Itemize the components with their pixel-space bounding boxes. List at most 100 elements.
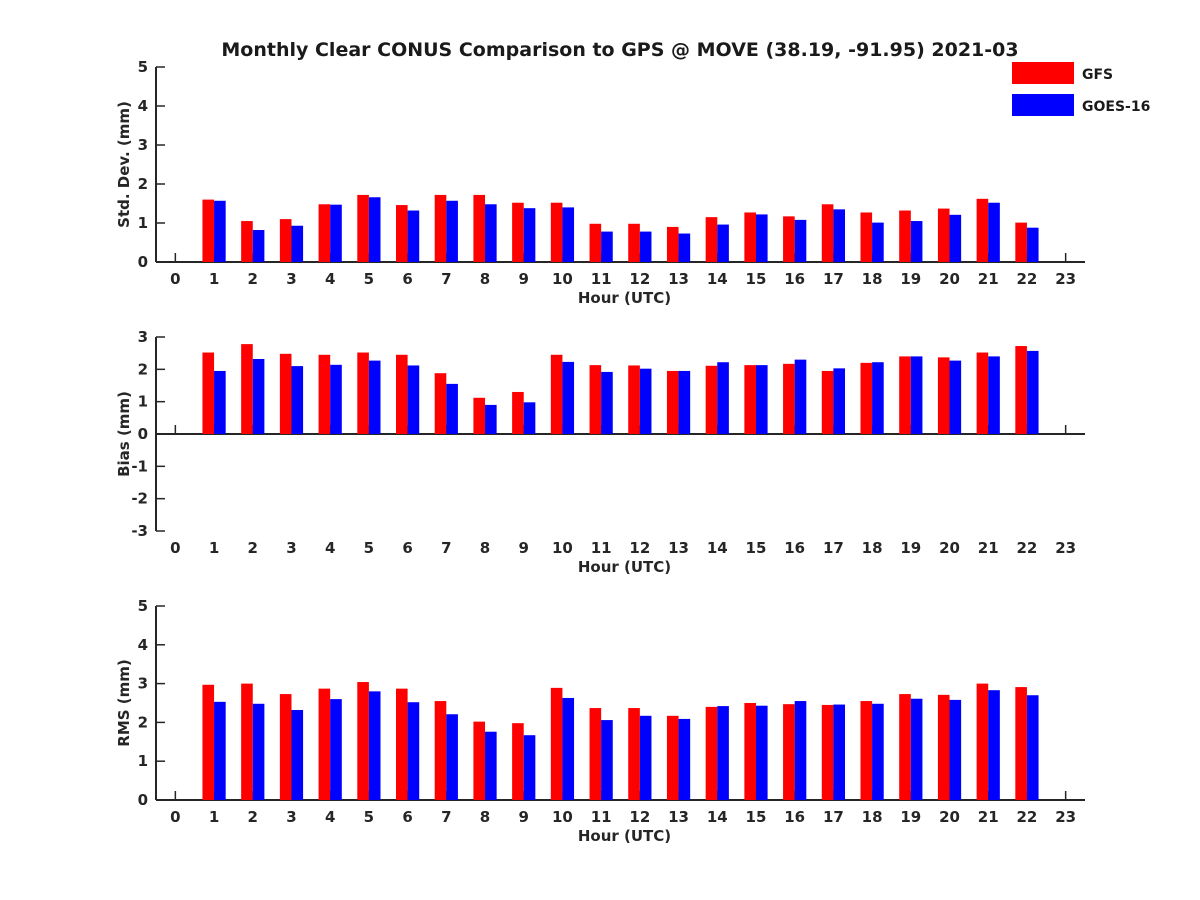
bias-y-tick-label: 1 bbox=[138, 393, 148, 411]
bias-bar-goes-16 bbox=[252, 358, 265, 434]
rms-x-tick-label: 12 bbox=[629, 808, 650, 826]
bias-x-tick-label: 7 bbox=[441, 539, 451, 557]
bias-bar-gfs bbox=[628, 365, 640, 434]
std-dev-bar-goes-16 bbox=[368, 197, 381, 262]
bias-bar-goes-16 bbox=[368, 360, 381, 434]
legend-label-goes-16: GOES-16 bbox=[1082, 99, 1150, 115]
rms-bars bbox=[202, 682, 1039, 800]
bias-x-tick-label: 2 bbox=[248, 539, 258, 557]
rms-bar-gfs bbox=[434, 701, 447, 800]
bias-x-tick-label: 18 bbox=[862, 539, 883, 557]
std-dev-bar-gfs bbox=[241, 221, 253, 262]
std-dev-x-tick-label: 20 bbox=[939, 270, 960, 288]
rms-bar-gfs bbox=[628, 708, 640, 800]
bias-y-tick-label: 0 bbox=[138, 425, 148, 443]
std-dev-bar-gfs bbox=[705, 217, 718, 262]
bias-x-tick-label: 10 bbox=[552, 539, 573, 557]
bias-x-tick-label: 13 bbox=[668, 539, 689, 557]
std-dev-y-tick-label: 5 bbox=[138, 58, 148, 76]
std-dev-bar-gfs bbox=[744, 212, 756, 262]
bias-bar-gfs bbox=[473, 397, 486, 434]
bias-bar-goes-16 bbox=[214, 370, 226, 434]
std-dev-x-tick-label: 0 bbox=[170, 270, 180, 288]
std-dev-x-tick-label: 7 bbox=[441, 270, 451, 288]
legend-swatch-goes-16 bbox=[1012, 94, 1074, 116]
rms-x-tick-label: 20 bbox=[939, 808, 960, 826]
rms-bar-gfs bbox=[241, 683, 253, 800]
bias-x-tick-label: 9 bbox=[519, 539, 529, 557]
std-dev-bar-gfs bbox=[202, 199, 215, 262]
bias-x-axis-label: Hour (UTC) bbox=[578, 558, 671, 576]
bias-bar-goes-16 bbox=[833, 368, 846, 434]
rms-bar-gfs bbox=[589, 708, 602, 800]
rms-bar-gfs bbox=[937, 694, 950, 800]
bias-bar-goes-16 bbox=[910, 356, 923, 434]
rms-x-tick-label: 21 bbox=[978, 808, 999, 826]
rms-x-tick-label: 22 bbox=[1017, 808, 1038, 826]
bias-x-tick-label: 15 bbox=[746, 539, 767, 557]
std-dev-bar-goes-16 bbox=[601, 231, 613, 262]
std-dev-bar-goes-16 bbox=[794, 219, 807, 262]
std-dev-x-tick-label: 23 bbox=[1055, 270, 1076, 288]
std-dev-bar-goes-16 bbox=[755, 214, 768, 262]
std-dev-bar-goes-16 bbox=[214, 200, 226, 262]
bias-y-tick-label: 3 bbox=[138, 328, 148, 346]
std-dev-bar-gfs bbox=[937, 208, 950, 262]
std-dev-x-tick-label: 4 bbox=[325, 270, 335, 288]
rms-bar-goes-16 bbox=[368, 691, 381, 800]
bias-bar-gfs bbox=[899, 356, 911, 434]
bias-x-tick-label: 22 bbox=[1017, 539, 1038, 557]
std-dev-bar-goes-16 bbox=[717, 224, 729, 262]
rms-x-tick-label: 17 bbox=[823, 808, 844, 826]
rms-x-tick-label: 9 bbox=[519, 808, 529, 826]
std-dev-bar-goes-16 bbox=[523, 208, 536, 262]
bias-bar-gfs bbox=[202, 352, 215, 434]
bias-bar-gfs bbox=[821, 370, 834, 434]
rms-bar-gfs bbox=[821, 704, 834, 800]
bias-y-tick-label: -2 bbox=[131, 490, 148, 508]
bias-y-tick-label: -3 bbox=[131, 522, 148, 540]
std-dev-x-tick-label: 9 bbox=[519, 270, 529, 288]
bias-bar-goes-16 bbox=[446, 383, 458, 434]
std-dev-bar-goes-16 bbox=[252, 230, 265, 262]
std-dev-bar-gfs bbox=[550, 202, 563, 262]
rms-x-tick-label: 10 bbox=[552, 808, 573, 826]
rms-bar-goes-16 bbox=[214, 701, 226, 800]
std-dev-y-tick-label: 3 bbox=[138, 136, 148, 154]
std-dev-x-tick-label: 6 bbox=[402, 270, 412, 288]
rms-bar-goes-16 bbox=[794, 701, 807, 800]
std-dev-x-tick-label: 19 bbox=[900, 270, 921, 288]
figure-title: Monthly Clear CONUS Comparison to GPS @ … bbox=[221, 39, 1018, 61]
rms-bar-gfs bbox=[279, 694, 292, 800]
std-dev-x-axis-label: Hour (UTC) bbox=[578, 289, 671, 307]
legend-swatch-gfs bbox=[1012, 62, 1074, 84]
bias-bar-gfs bbox=[937, 357, 950, 434]
rms-x-tick-label: 19 bbox=[900, 808, 921, 826]
std-dev-x-tick-label: 10 bbox=[552, 270, 573, 288]
bias-bar-goes-16 bbox=[678, 370, 691, 434]
rms-bar-gfs bbox=[512, 723, 524, 800]
bias-bar-gfs bbox=[744, 365, 756, 434]
std-dev-bar-goes-16 bbox=[446, 200, 458, 262]
bias-y-tick-label: 2 bbox=[138, 360, 148, 378]
rms-bar-goes-16 bbox=[755, 705, 768, 800]
std-dev-bar-gfs bbox=[976, 198, 989, 262]
bias-bar-goes-16 bbox=[988, 356, 1000, 434]
bias-bar-gfs bbox=[318, 354, 331, 434]
rms-bar-goes-16 bbox=[330, 699, 342, 800]
std-dev-x-tick-label: 13 bbox=[668, 270, 689, 288]
std-dev-bar-goes-16 bbox=[291, 225, 304, 262]
std-dev-y-tick-label: 1 bbox=[138, 214, 148, 232]
legend: GFS GOES-16 bbox=[1012, 62, 1150, 116]
rms-bar-gfs bbox=[666, 715, 679, 800]
bias-bar-goes-16 bbox=[291, 366, 304, 434]
bias-x-tick-label: 6 bbox=[402, 539, 412, 557]
rms-bar-goes-16 bbox=[833, 704, 846, 800]
std-dev-bar-goes-16 bbox=[833, 209, 846, 262]
rms-bar-gfs bbox=[744, 703, 756, 800]
rms-bar-goes-16 bbox=[1026, 695, 1039, 800]
bias-bar-goes-16 bbox=[601, 371, 613, 434]
rms-bar-goes-16 bbox=[717, 706, 729, 800]
bias-bar-gfs bbox=[279, 353, 292, 434]
